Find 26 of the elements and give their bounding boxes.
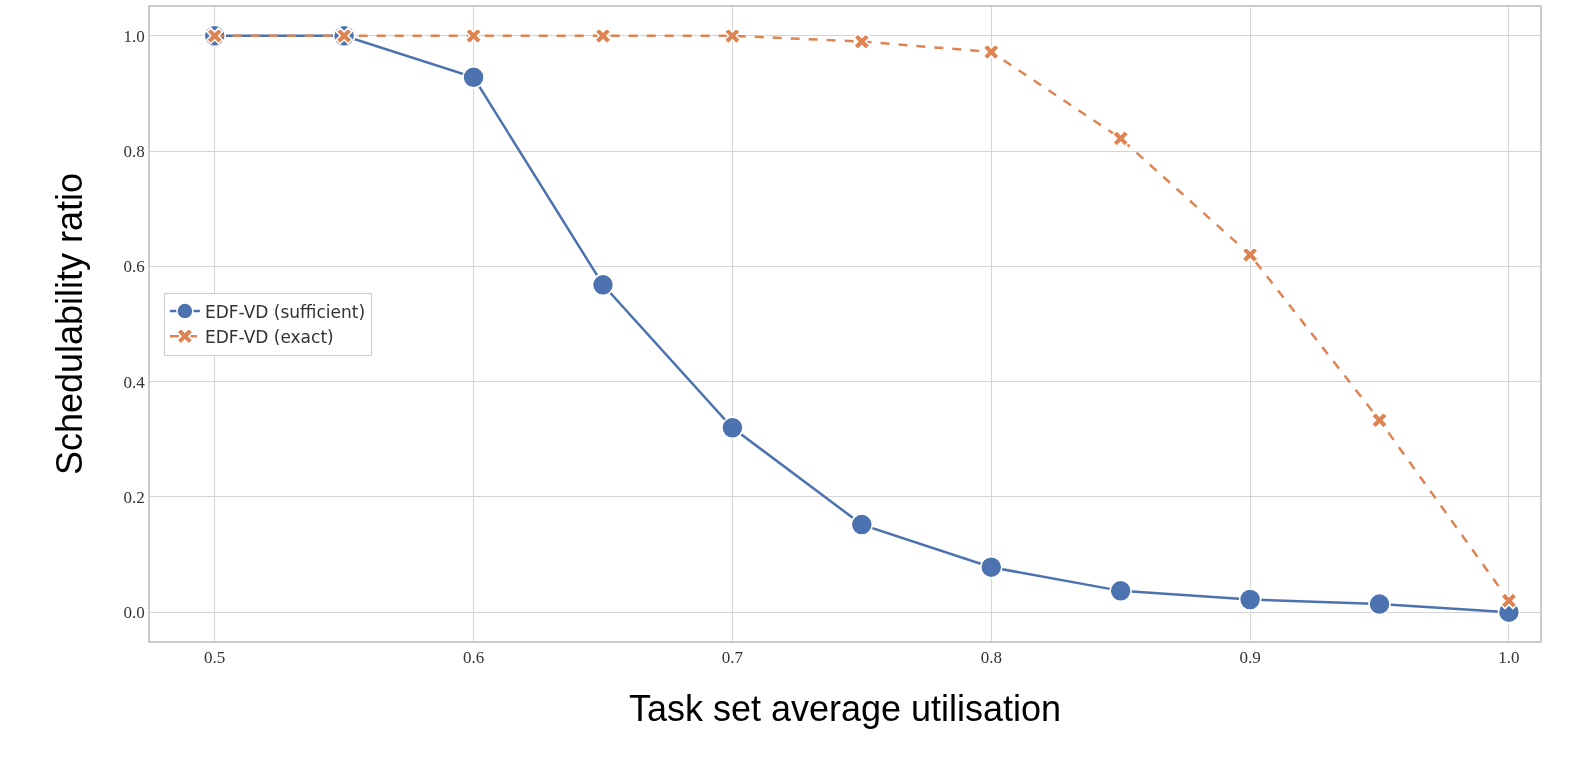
x-tick-label: 0.6 — [462, 648, 485, 668]
point — [591, 273, 615, 297]
point — [980, 555, 1003, 579]
x-tick-label: 0.8 — [980, 648, 1002, 668]
point — [721, 416, 744, 439]
y-tick-label: 0.4 — [123, 372, 146, 392]
x-tick-label: 0.9 — [1239, 648, 1261, 668]
point — [1241, 246, 1259, 264]
x-tick-label: 0.7 — [721, 648, 744, 668]
point — [1238, 588, 1262, 611]
point — [1109, 579, 1132, 603]
legend-label: EDF-VD (exact) — [204, 326, 334, 347]
point — [1368, 592, 1391, 616]
legend-label: EDF-VD (sufficient) — [204, 301, 366, 322]
point — [1500, 591, 1518, 610]
x-axis-title: Task set average utilisation — [628, 688, 1062, 730]
y-axis-title: Schedulability ratio — [49, 172, 90, 476]
x-tick-label: 0.5 — [204, 648, 226, 668]
y-tick-label: 0.6 — [123, 257, 145, 277]
y-tick-label: 0.8 — [123, 142, 145, 162]
x-tick-label: 1.0 — [1498, 648, 1520, 668]
y-tick-label: 1.0 — [123, 26, 145, 46]
y-tick-label: 0.0 — [123, 603, 145, 623]
point — [462, 66, 485, 89]
y-tick-label: 0.2 — [123, 487, 145, 507]
point — [850, 513, 874, 536]
